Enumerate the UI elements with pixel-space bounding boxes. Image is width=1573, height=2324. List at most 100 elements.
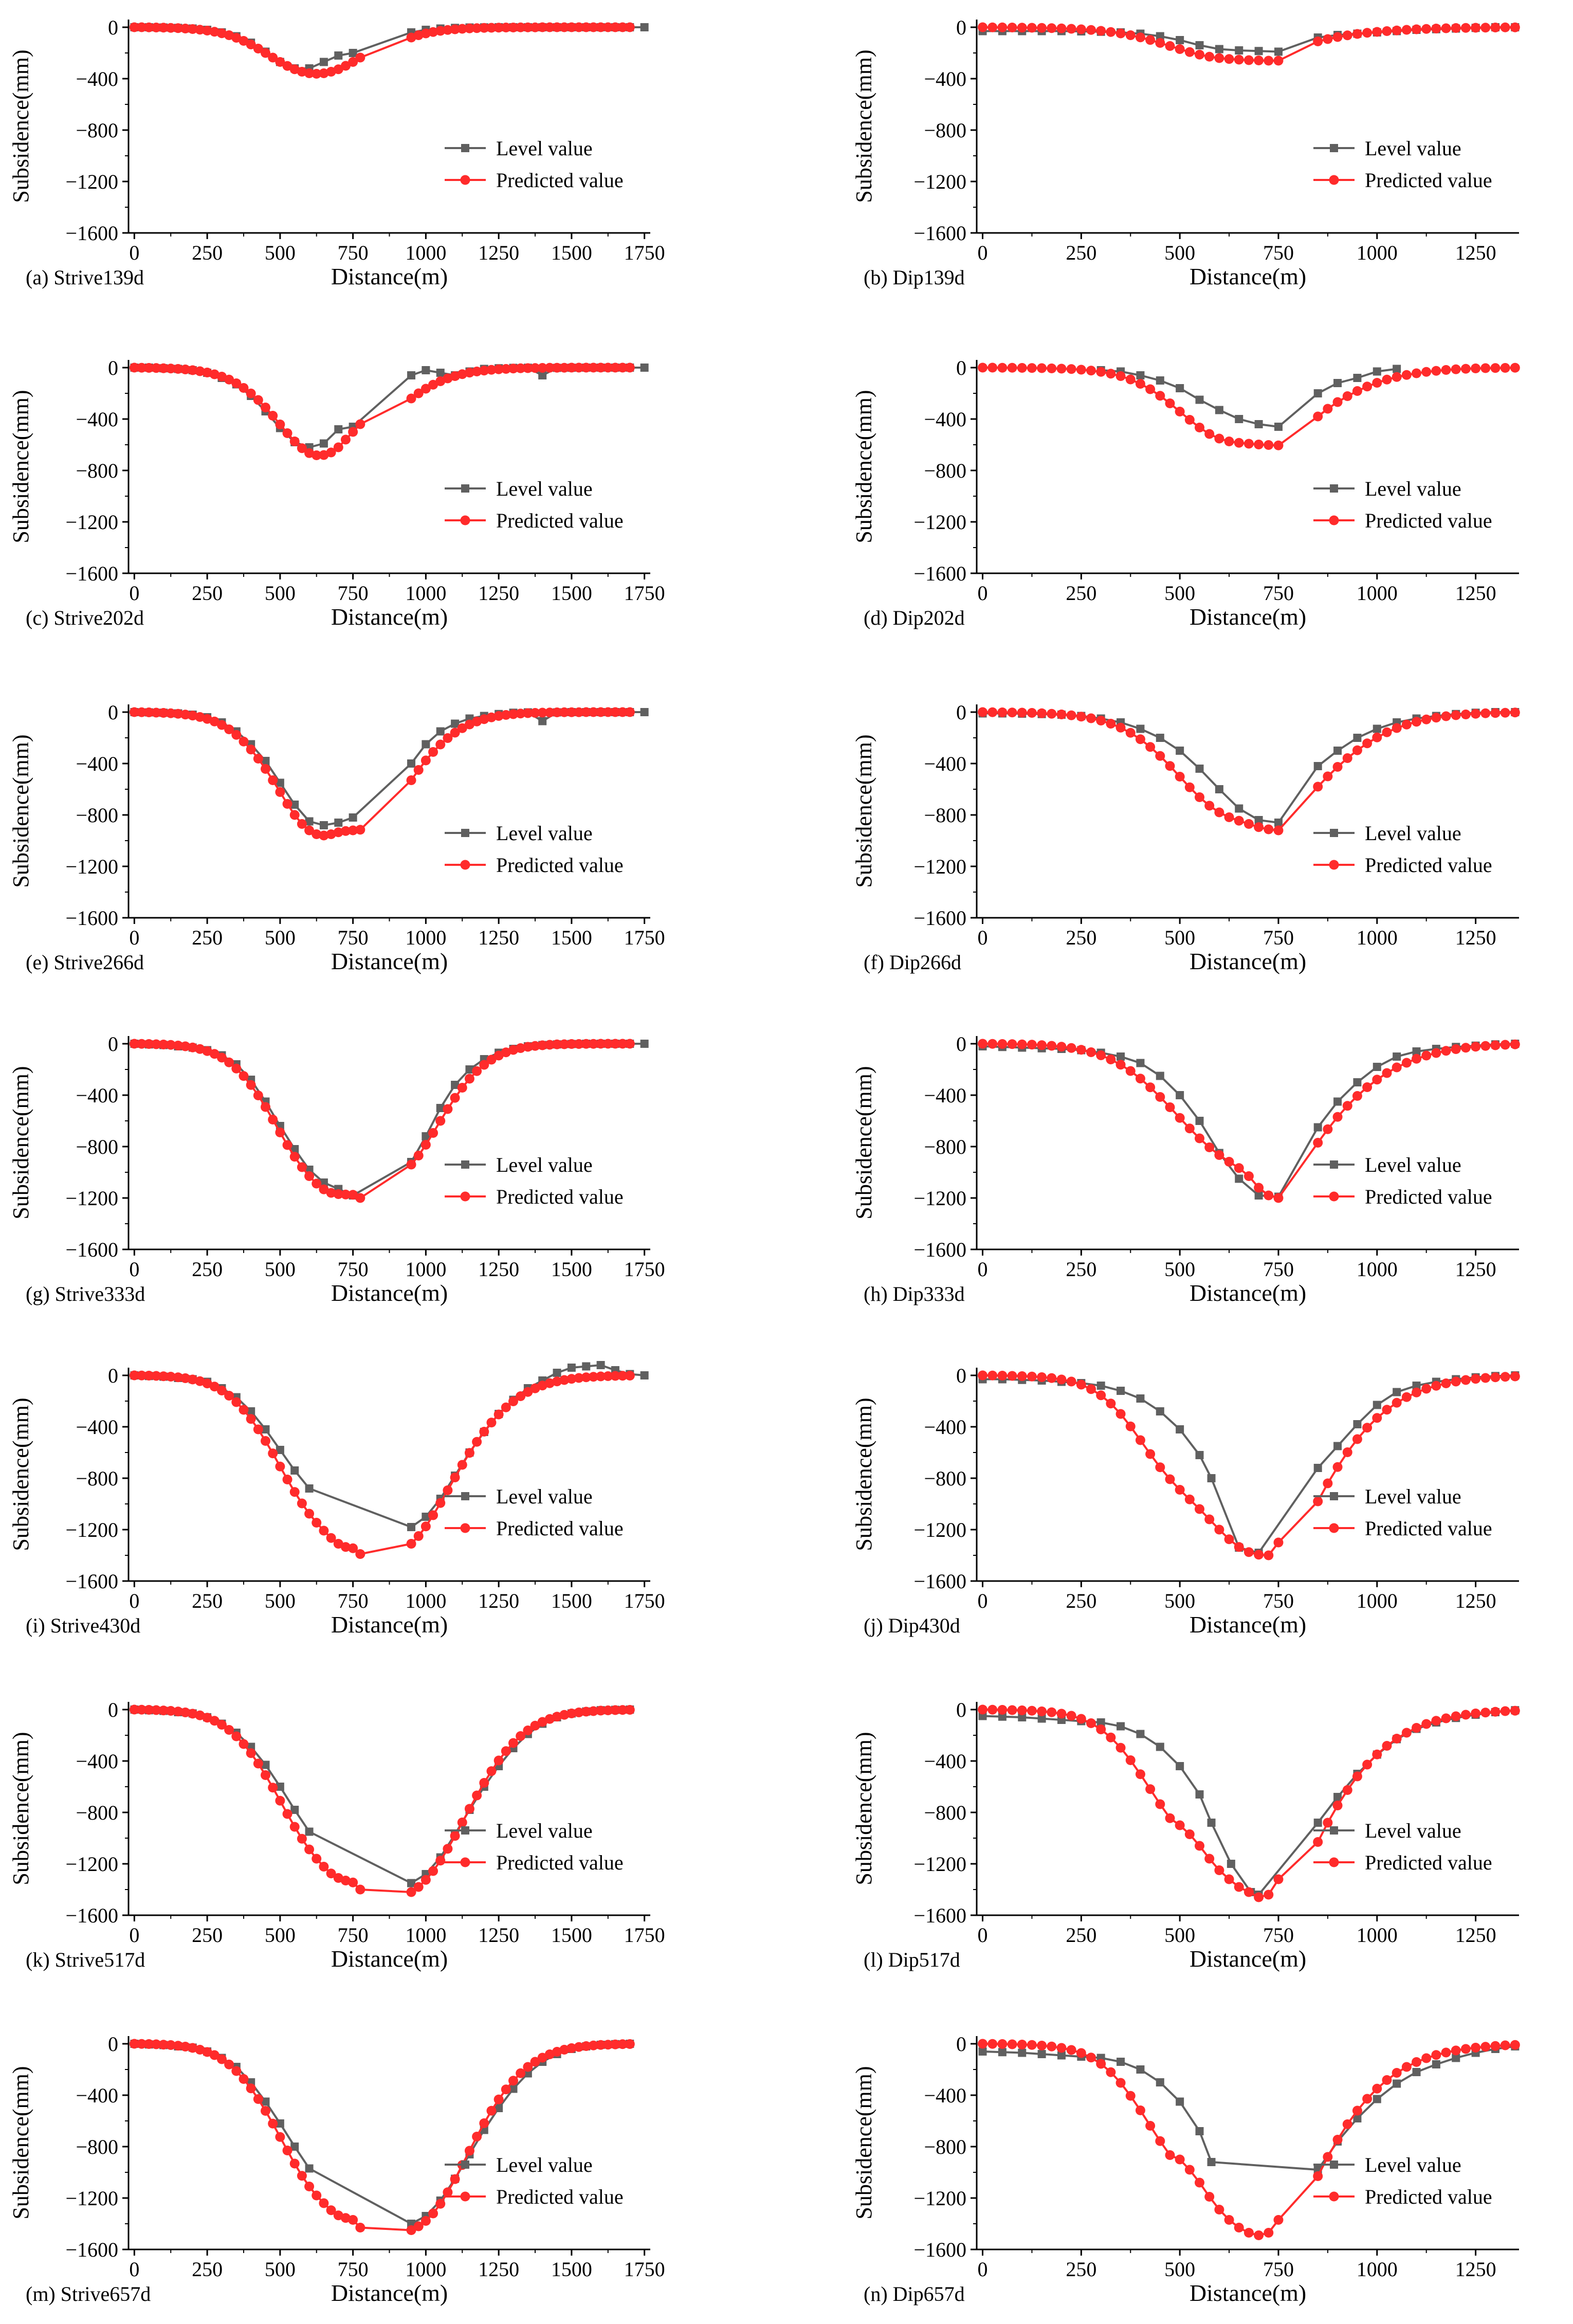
predicted-value-point <box>188 24 198 34</box>
predicted-value-point <box>501 23 511 32</box>
legend-level-label: Level value <box>1365 137 1461 160</box>
predicted-value-point <box>443 733 453 743</box>
predicted-value-point <box>1184 1123 1195 1134</box>
series-predicted-value <box>978 1370 1520 1560</box>
predicted-value-point <box>566 707 577 717</box>
predicted-value-point <box>1037 1040 1047 1050</box>
y-tick-label: −1200 <box>65 855 118 878</box>
predicted-value-point <box>216 1052 227 1063</box>
predicted-value-point <box>1264 440 1274 450</box>
predicted-value-point <box>282 1475 292 1484</box>
y-tick-label: −400 <box>924 1084 966 1107</box>
predicted-value-point <box>268 775 278 785</box>
level-value-point <box>1156 1407 1164 1415</box>
x-axis-title: Distance(m) <box>1190 263 1306 289</box>
chart-panel-a: 0 −400 −800 −1200 −1600 0 250 500 750 1000 1250 150… <box>8 16 665 289</box>
predicted-value-point <box>1224 812 1234 822</box>
predicted-value-point <box>457 1818 467 1827</box>
predicted-value-point <box>625 1705 635 1715</box>
predicted-value-point <box>443 2187 453 2198</box>
predicted-value-point <box>493 1755 504 1766</box>
predicted-value-point <box>231 378 242 388</box>
predicted-value-point <box>1214 433 1224 444</box>
level-value-line <box>982 711 1515 824</box>
level-value-point <box>538 717 547 725</box>
predicted-value-point <box>253 1424 263 1435</box>
predicted-value-point <box>420 384 431 394</box>
predicted-value-point <box>202 368 212 377</box>
predicted-value-point <box>188 365 198 375</box>
level-value-point <box>1176 1425 1184 1433</box>
predicted-value-point <box>340 826 351 836</box>
predicted-value-point <box>997 22 1008 32</box>
predicted-value-line <box>982 2043 1515 2237</box>
predicted-value-point <box>1086 1718 1096 1728</box>
predicted-value-point <box>603 362 613 373</box>
predicted-value-point <box>1175 1485 1185 1495</box>
predicted-value-point <box>268 52 278 63</box>
predicted-value-line <box>982 26 1515 62</box>
predicted-value-point <box>261 48 271 58</box>
predicted-value-point <box>413 1151 424 1160</box>
predicted-value-point <box>588 22 598 32</box>
predicted-value-point <box>166 1040 176 1050</box>
x-tick-label: 1000 <box>1357 1258 1398 1281</box>
predicted-value-point <box>355 1549 365 1559</box>
predicted-value-point <box>420 1875 431 1885</box>
level-value-point <box>1096 1382 1105 1390</box>
predicted-value-point <box>1243 2228 1254 2238</box>
predicted-value-point <box>166 1372 176 1382</box>
predicted-value-point <box>180 1041 191 1051</box>
predicted-value-point <box>617 707 628 717</box>
x-axis-title: Distance(m) <box>1190 2280 1306 2306</box>
predicted-value-point <box>348 1877 358 1887</box>
predicted-value-point <box>1490 23 1501 32</box>
predicted-value-point <box>1135 734 1145 745</box>
predicted-value-point <box>1382 727 1392 737</box>
series-predicted-value <box>978 2039 1520 2240</box>
predicted-value-point <box>1352 1434 1362 1444</box>
level-value-point <box>276 1783 284 1791</box>
predicted-value-point <box>530 1041 540 1051</box>
predicted-value-point <box>617 362 628 373</box>
predicted-value-point <box>1441 23 1451 33</box>
y-tick-label: −800 <box>76 119 118 142</box>
x-tick-label: 750 <box>1263 1923 1294 1947</box>
y-tick-label: −400 <box>924 408 966 431</box>
predicted-value-point <box>472 1066 482 1076</box>
predicted-value-point <box>1323 404 1333 414</box>
predicted-value-point <box>486 712 497 722</box>
y-tick-label: −1200 <box>65 1187 118 1210</box>
x-tick-label: 750 <box>338 582 369 605</box>
predicted-value-point <box>1135 2105 1145 2115</box>
predicted-value-point <box>450 1473 460 1482</box>
predicted-value-point <box>610 707 620 717</box>
y-axis-title: Subsidence(mm) <box>8 734 33 887</box>
predicted-value-point <box>1076 1379 1086 1390</box>
level-value-point <box>1353 1420 1362 1428</box>
predicted-value-point <box>1382 1068 1392 1078</box>
legend-predicted-marker <box>460 515 470 525</box>
legend-level-label: Level value <box>496 1819 593 1842</box>
x-axis-title: Distance(m) <box>331 2280 448 2306</box>
y-tick-label: 0 <box>956 1698 966 1721</box>
level-value-point <box>261 1760 270 1769</box>
x-tick-label: 1000 <box>1357 582 1398 605</box>
predicted-value-point <box>1204 1854 1215 1864</box>
predicted-value-point <box>1412 1387 1422 1397</box>
chart-panel-n: 0 −400 −800 −1200 −1600 0 250 500 750 1000 1250 Sub… <box>851 2032 1520 2306</box>
level-value-point <box>1274 423 1283 431</box>
predicted-value-point <box>333 827 343 838</box>
predicted-value-point <box>1007 2039 1017 2049</box>
chart-panel-l: 0 −400 −800 −1200 −1600 0 250 500 750 1000 1250 Sub… <box>851 1698 1520 1972</box>
legend-level-marker <box>1330 829 1338 837</box>
x-tick-label: 1000 <box>1357 241 1398 264</box>
predicted-value-point <box>1431 366 1441 376</box>
x-tick-label: 750 <box>338 1258 369 1281</box>
level-value-point <box>1353 1078 1362 1086</box>
predicted-value-point <box>1037 23 1047 33</box>
chart-panel-m: 0 −400 −800 −1200 −1600 0 250 500 750 1000 1250 150… <box>8 2032 665 2306</box>
predicted-value-point <box>1382 26 1392 36</box>
predicted-value-point <box>1195 1504 1205 1514</box>
predicted-value-point <box>493 711 504 721</box>
